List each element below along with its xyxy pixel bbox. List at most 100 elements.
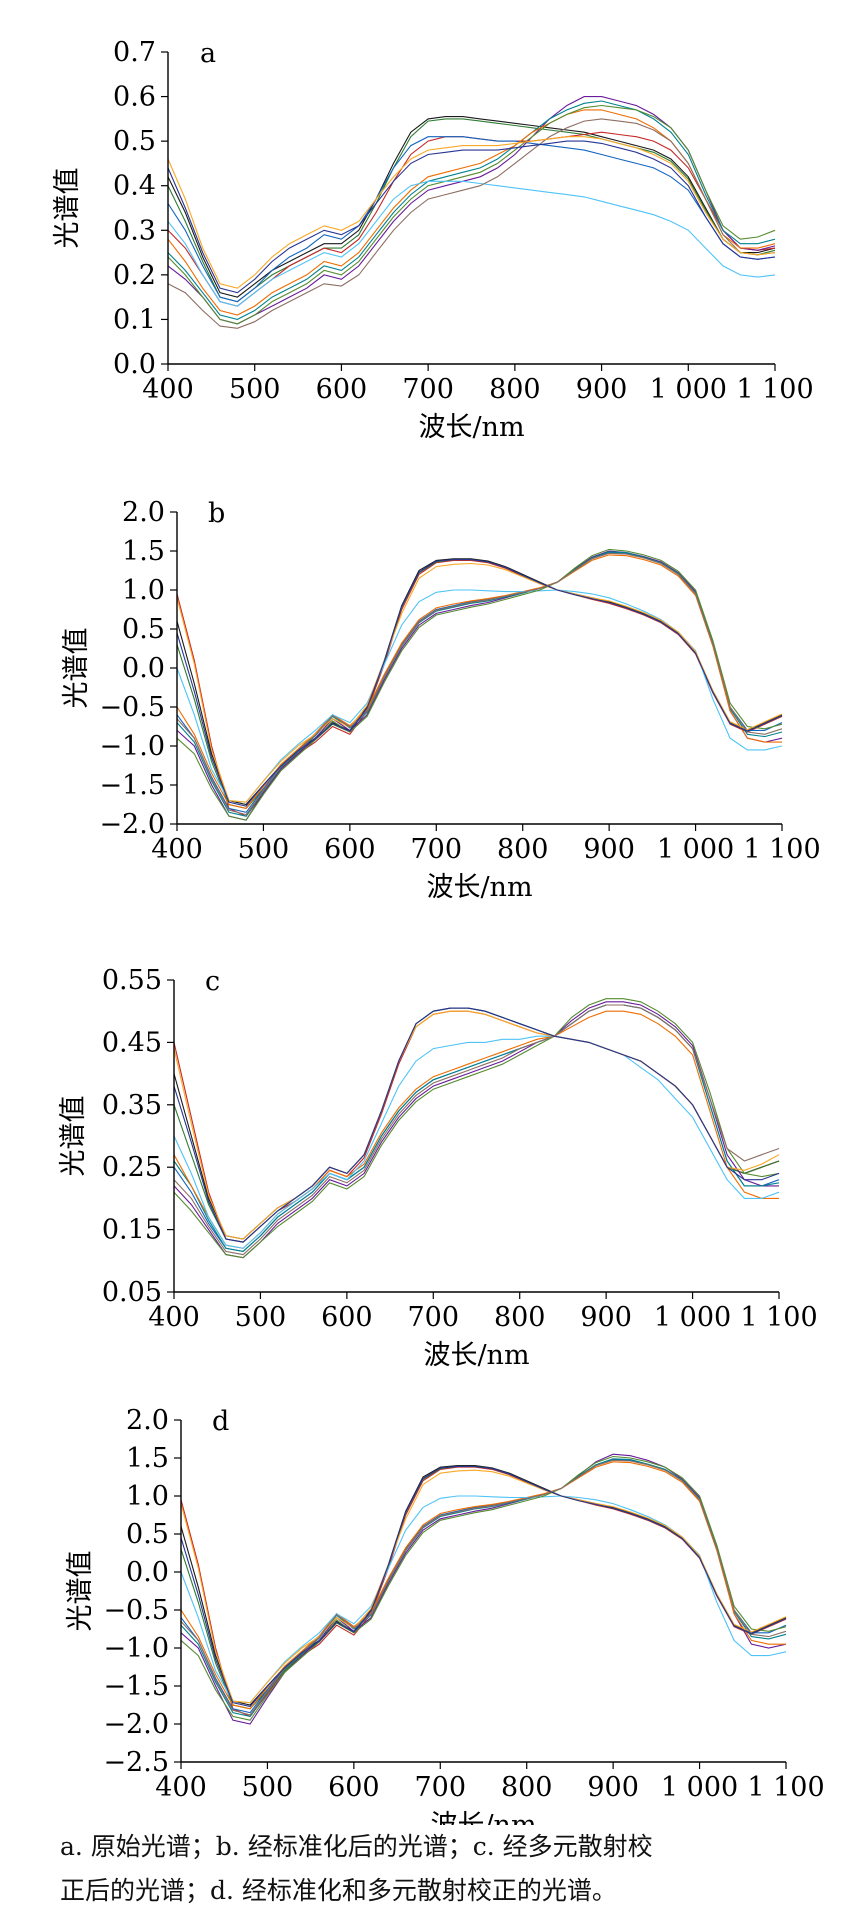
x-tick-label: 700: [415, 1772, 467, 1803]
x-tick-label: 600: [324, 834, 376, 865]
y-tick-label: 1.0: [122, 575, 165, 606]
series-line-2: [173, 1010, 780, 1243]
series-line-10: [176, 562, 783, 803]
y-tick-label: 0.4: [113, 171, 156, 202]
y-axis-label: 光谱值: [65, 1551, 96, 1632]
caption-line-1: a. 原始光谱；b. 经标准化后的光谱；c. 经多元散射校: [60, 1832, 653, 1861]
x-axis-label: 波长/nm: [426, 872, 532, 903]
x-tick-label: 1 000: [657, 834, 734, 865]
x-tick-label: 900: [580, 1302, 632, 1333]
panel-label: a: [200, 38, 216, 69]
x-tick-label: 400: [148, 1302, 200, 1333]
y-tick-label: 0.6: [113, 82, 156, 113]
series-line-9: [173, 998, 780, 1259]
x-tick-label: 1 000: [661, 1772, 738, 1803]
x-tick-label: 500: [235, 1302, 287, 1333]
series-line-1: [176, 558, 783, 806]
series-line-5: [173, 1001, 779, 1259]
x-tick-label: 800: [494, 1302, 546, 1333]
series-group: [176, 548, 783, 821]
series-line-8: [176, 589, 783, 803]
chart-panel-b: 400 500 600 700 800 900 1 000 1 100 −2.0 −1.5 −1.0…: [0, 460, 853, 920]
series-group: [173, 998, 780, 1259]
series-line-9: [176, 548, 783, 821]
y-tick-label: 1.0: [126, 1481, 169, 1512]
chart-panel-c: 400 500 600 700 800 900 1 000 1 100 0.05 0.15 0.25…: [0, 920, 853, 1380]
series-line-8: [180, 1495, 787, 1704]
x-tick-label: 600: [316, 374, 368, 405]
y-tick-label: 0.05: [102, 1277, 162, 1308]
series-line-10: [167, 118, 776, 329]
series-line-2: [167, 118, 776, 303]
x-tick-label: 400: [142, 374, 194, 405]
x-tick-label: 1 100: [740, 1302, 817, 1333]
y-tick-label: 0.0: [113, 349, 156, 380]
y-tick-label: 2.0: [122, 497, 165, 528]
series-line-4: [176, 552, 783, 813]
chart-c-svg: 400 500 600 700 800 900 1 000 1 1000.050.150.25…: [58, 965, 818, 1371]
chart-d-svg: 400 500 600 700 800 900 1 000 1 100 −2.5 −2.0 −1.5…: [65, 1405, 825, 1825]
series-line-10: [180, 1469, 787, 1704]
y-tick-label: −1.5: [103, 1671, 169, 1702]
y-tick-label: 0.2: [113, 260, 156, 291]
x-tick-label: 800: [489, 374, 541, 405]
chart-panel-d: 400 500 600 700 800 900 1 000 1 100 −2.5 −2.0 −1.5…: [0, 1380, 853, 1825]
y-tick-label: −2.0: [103, 1709, 169, 1740]
x-axis-label: 波长/nm: [423, 1340, 529, 1371]
series-line-12: [176, 559, 783, 807]
x-tick-label: 500: [242, 1772, 294, 1803]
y-axis-label: 光谱值: [61, 628, 92, 709]
x-tick-label: 1 100: [743, 834, 820, 865]
y-tick-label: −1.0: [103, 1633, 169, 1664]
y-tick-label: 0.3: [113, 215, 156, 246]
chart-b-svg: 400 500 600 700 800 900 1 000 1 100 −2.0 −1.5 −1.0…: [61, 497, 821, 903]
series-line-2: [176, 559, 783, 817]
y-tick-label: 0.5: [113, 126, 156, 157]
x-tick-label: 800: [497, 834, 549, 865]
y-tick-label: 0.0: [126, 1557, 169, 1588]
series-line-3: [180, 1465, 787, 1710]
x-tick-label: 500: [229, 374, 281, 405]
series-line-6: [167, 100, 776, 320]
series-line-11: [167, 140, 776, 294]
series-line-2: [180, 1466, 787, 1718]
series-line-4: [167, 136, 776, 303]
series-line-12: [167, 136, 776, 289]
y-tick-label: 2.0: [126, 1405, 169, 1436]
x-tick-label: 500: [238, 834, 290, 865]
y-tick-label: 0.1: [113, 304, 156, 335]
series-line-7: [173, 1010, 779, 1249]
series-line-1: [180, 1465, 787, 1706]
x-tick-label: 700: [411, 834, 463, 865]
x-tick-label: 1 100: [747, 1772, 824, 1803]
x-axis-label: 波长/nm: [430, 1810, 536, 1825]
series-line-7: [180, 1461, 786, 1710]
y-tick-label: 0.7: [113, 37, 156, 68]
y-axis-label: 光谱值: [58, 1096, 89, 1177]
y-tick-label: 0.55: [102, 965, 162, 996]
y-tick-label: 1.5: [122, 536, 165, 567]
panel-label: c: [205, 966, 220, 997]
y-tick-label: −2.0: [99, 809, 165, 840]
y-tick-label: −1.5: [99, 770, 165, 801]
series-group: [167, 96, 776, 329]
x-tick-label: 900: [583, 834, 635, 865]
y-tick-label: 1.5: [126, 1443, 169, 1474]
x-tick-label: 700: [402, 374, 454, 405]
x-tick-label: 1 100: [736, 374, 813, 405]
series-group: [180, 1453, 787, 1725]
panel-label: d: [212, 1406, 229, 1437]
x-tick-label: 400: [155, 1772, 207, 1803]
x-axis-label: 波长/nm: [418, 412, 524, 443]
y-tick-label: 0.35: [102, 1090, 162, 1121]
series-line-8: [173, 1035, 780, 1249]
series-line-7: [176, 554, 782, 810]
series-line-10: [173, 1010, 780, 1240]
panel-label: b: [208, 498, 225, 529]
x-tick-label: 1 000: [654, 1302, 731, 1333]
x-tick-label: 800: [501, 1772, 553, 1803]
y-tick-label: 0.25: [102, 1152, 162, 1183]
y-axis-label: 光谱值: [52, 168, 83, 249]
x-tick-label: 900: [576, 374, 628, 405]
series-line-12: [173, 1007, 780, 1243]
